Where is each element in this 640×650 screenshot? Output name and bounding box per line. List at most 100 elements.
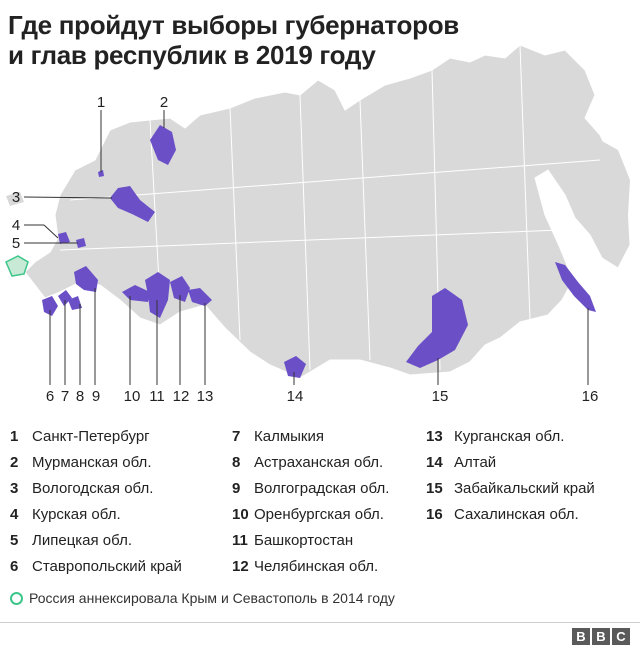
legend-item: 16 Сахалинская обл. <box>426 502 595 528</box>
map-number-labels: 1 2 3 4 5 6 7 8 9 10 11 12 13 14 15 16 <box>12 94 599 405</box>
region-10-orenburg <box>122 285 150 302</box>
legend-number: 4 <box>10 506 19 523</box>
map-number-15: 15 <box>432 388 449 405</box>
map-number-2: 2 <box>160 94 168 111</box>
legend-label: Забайкальский край <box>454 480 595 497</box>
map-number-4: 4 <box>12 217 20 234</box>
region-8-astrakhan <box>68 296 82 310</box>
legend-label: Санкт-Петербург <box>32 428 150 445</box>
legend-number: 2 <box>10 454 19 471</box>
legend-label: Алтай <box>454 454 497 471</box>
legend-label: Челябинская обл. <box>254 558 379 575</box>
region-6-stavropol <box>42 296 58 316</box>
crimea-outline <box>5 255 29 277</box>
legend-number: 8 <box>232 454 241 471</box>
bbc-logo-letter: C <box>612 628 630 645</box>
legend-item: 12 Челябинская обл. <box>232 554 389 580</box>
region-11-bashkortostan <box>145 272 170 318</box>
legend-number: 1 <box>10 428 19 445</box>
legend-label: Сахалинская обл. <box>454 506 579 523</box>
legend-label: Мурманская обл. <box>32 454 152 471</box>
legend-item: 6 Ставропольский край <box>10 554 182 580</box>
legend-number: 5 <box>10 532 19 549</box>
region-4-kursk <box>58 232 70 244</box>
crimea-note-text: Россия аннексировала Крым и Севастополь … <box>29 590 395 606</box>
map-number-14: 14 <box>287 388 304 405</box>
crimea-note: Россия аннексировала Крым и Севастополь … <box>10 590 395 606</box>
legend-item: 7 Калмыкия <box>232 424 389 450</box>
legend-number: 16 <box>426 506 443 523</box>
leader-lines <box>23 110 589 385</box>
legend-item: 5 Липецкая обл. <box>10 528 182 554</box>
map-number-10: 10 <box>124 388 141 405</box>
legend-number: 11 <box>232 532 248 549</box>
map-number-8: 8 <box>76 388 84 405</box>
russia-landmass <box>24 44 631 379</box>
kamchatka-landmass <box>600 140 630 232</box>
region-5-lipetsk <box>76 238 86 248</box>
region-1-spb <box>98 170 104 177</box>
legend-number: 6 <box>10 558 19 575</box>
region-13-kurgan <box>188 288 212 306</box>
legend-label: Башкортостан <box>254 532 354 549</box>
legend-number: 13 <box>426 428 443 445</box>
legend-column-2: 7 Калмыкия 8 Астраханская обл. 9 Волгоградс… <box>232 424 389 580</box>
legend-label: Вологодская обл. <box>32 480 154 497</box>
legend-label: Курская обл. <box>32 506 121 523</box>
title-line-2: и глав республик в 2019 году <box>8 40 376 70</box>
map-number-1: 1 <box>97 94 105 111</box>
map-number-12: 12 <box>173 388 190 405</box>
map-number-3: 3 <box>12 189 20 206</box>
legend-label: Волгоградская обл. <box>254 480 390 497</box>
legend-label: Оренбургская обл. <box>254 506 384 523</box>
region-14-altai <box>284 356 306 378</box>
legend-label: Ставропольский край <box>32 558 182 575</box>
region-16-sakhalin <box>555 262 596 312</box>
title-line-1: Где пройдут выборы губернаторов <box>8 10 459 40</box>
legend-item: 13 Курганская обл. <box>426 424 595 450</box>
legend-label: Калмыкия <box>254 428 324 445</box>
region-12-chelyabinsk <box>170 276 190 302</box>
legend-item: 4 Курская обл. <box>10 502 182 528</box>
bbc-logo-letter: B <box>592 628 610 645</box>
legend-number: 15 <box>426 480 443 497</box>
legend-item: 11 Башкортостан <box>232 528 389 554</box>
map-number-5: 5 <box>12 235 20 252</box>
legend-item: 8 Астраханская обл. <box>232 450 389 476</box>
legend-column-3: 13 Курганская обл. 14 Алтай 15 Забайкальски… <box>426 424 595 528</box>
map-number-13: 13 <box>197 388 214 405</box>
legend-number: 12 <box>232 558 249 575</box>
legend-item: 2 Мурманская обл. <box>10 450 182 476</box>
region-3-vologda <box>110 186 155 222</box>
footer-divider <box>0 622 640 623</box>
region-15-zabaykalsky <box>406 288 468 368</box>
legend-item: 15 Забайкальский край <box>426 476 595 502</box>
legend-number: 7 <box>232 428 241 445</box>
map-number-6: 6 <box>46 388 54 405</box>
legend-item: 9 Волгоградская обл. <box>232 476 389 502</box>
legend-item: 1 Санкт-Петербург <box>10 424 182 450</box>
map-number-11: 11 <box>149 388 165 405</box>
map-number-9: 9 <box>92 388 100 405</box>
map-title: Где пройдут выборы губернаторов и глав р… <box>8 10 628 70</box>
election-regions <box>42 125 596 378</box>
legend-label: Астраханская обл. <box>254 454 384 471</box>
legend-item: 14 Алтай <box>426 450 595 476</box>
bbc-logo: B B C <box>572 628 630 645</box>
region-7-kalmykia <box>58 290 72 306</box>
map-number-7: 7 <box>61 388 69 405</box>
region-9-volgograd <box>74 266 98 292</box>
legend-label: Курганская обл. <box>454 428 565 445</box>
legend-number: 10 <box>232 506 249 523</box>
legend-number: 3 <box>10 480 19 497</box>
legend-number: 14 <box>426 454 443 471</box>
region-2-murmansk <box>150 125 176 165</box>
legend-item: 10 Оренбургская обл. <box>232 502 389 528</box>
kaliningrad-landmass <box>6 192 24 206</box>
legend-number: 9 <box>232 480 241 497</box>
legend-label: Липецкая обл. <box>32 532 132 549</box>
crimea-ring-icon <box>10 591 23 605</box>
legend-column-1: 1 Санкт-Петербург 2 Мурманская обл. 3 Волог… <box>10 424 182 580</box>
legend-item: 3 Вологодская обл. <box>10 476 182 502</box>
